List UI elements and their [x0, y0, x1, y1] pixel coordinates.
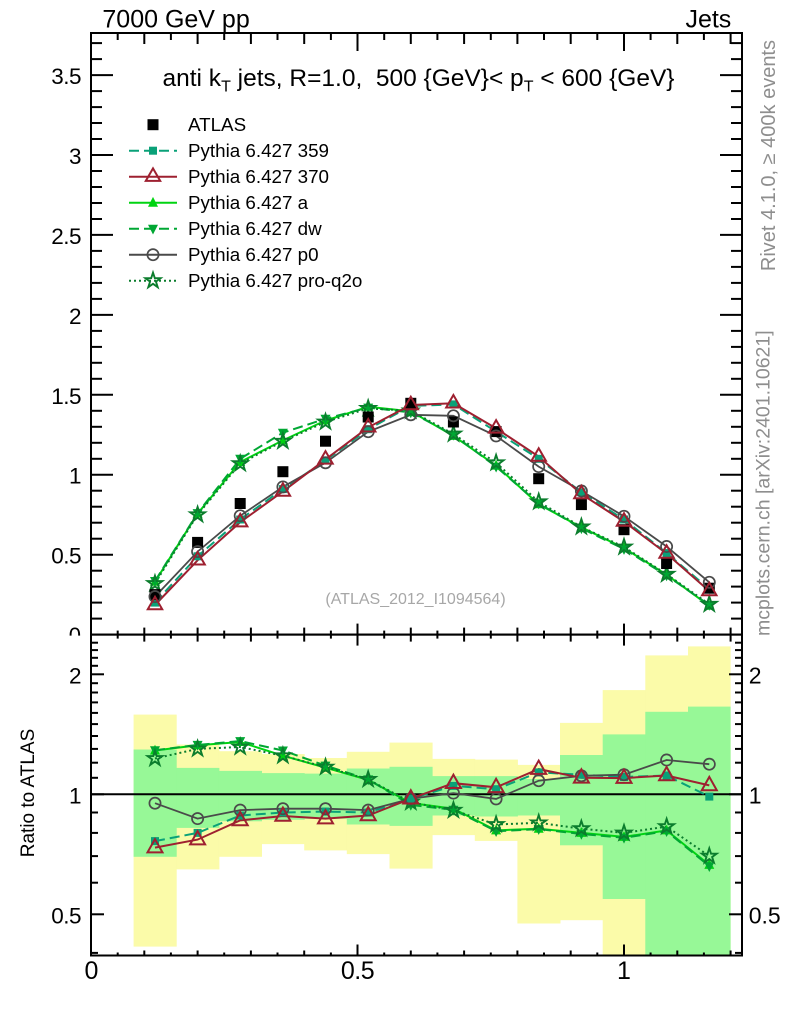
svg-text:Pythia 6.427 a: Pythia 6.427 a [188, 192, 309, 213]
svg-text:0: 0 [69, 623, 81, 648]
svg-text:0: 0 [85, 957, 99, 985]
svg-text:2.5: 2.5 [51, 224, 81, 249]
svg-text:Ratio to ATLAS: Ratio to ATLAS [18, 729, 39, 858]
svg-text:1: 1 [617, 957, 631, 985]
svg-text:Pythia 6.427 p0: Pythia 6.427 p0 [188, 244, 319, 265]
svg-text:2: 2 [749, 662, 762, 688]
svg-text:Pythia 6.427 pro-q2o: Pythia 6.427 pro-q2o [188, 270, 362, 291]
svg-text:3.5: 3.5 [51, 64, 81, 89]
svg-text:Pythia 6.427 370: Pythia 6.427 370 [188, 166, 329, 187]
svg-text:2: 2 [69, 304, 81, 329]
svg-text:Rivet 4.1.0, ≥ 400k events: Rivet 4.1.0, ≥ 400k events [758, 40, 780, 271]
svg-text:(ATLAS_2012_I1094564): (ATLAS_2012_I1094564) [325, 591, 505, 608]
svg-text:0.5: 0.5 [51, 903, 81, 928]
svg-text:0.5: 0.5 [51, 544, 81, 569]
svg-text:mcplots.cern.ch [arXiv:2401.10: mcplots.cern.ch [arXiv:2401.10621] [753, 330, 775, 636]
svg-text:1: 1 [69, 464, 81, 489]
svg-text:Pythia 6.427 dw: Pythia 6.427 dw [188, 218, 322, 239]
svg-text:1: 1 [749, 782, 762, 808]
svg-text:anti kT jets, R=1.0, 500 {GeV: anti kT jets, R=1.0, 500 {GeV}< pT < 600… [163, 65, 675, 96]
svg-text:2: 2 [69, 663, 81, 688]
svg-text:ATLAS: ATLAS [188, 114, 246, 135]
svg-text:0.5: 0.5 [749, 902, 781, 928]
svg-text:3: 3 [69, 144, 81, 169]
svg-text:1.5: 1.5 [51, 384, 81, 409]
svg-text:0.5: 0.5 [341, 957, 374, 985]
svg-text:1: 1 [69, 783, 81, 808]
svg-text:7000 GeV pp: 7000 GeV pp [102, 6, 249, 34]
svg-text:Pythia 6.427 359: Pythia 6.427 359 [188, 140, 329, 161]
svg-text:Jets: Jets [685, 6, 731, 34]
